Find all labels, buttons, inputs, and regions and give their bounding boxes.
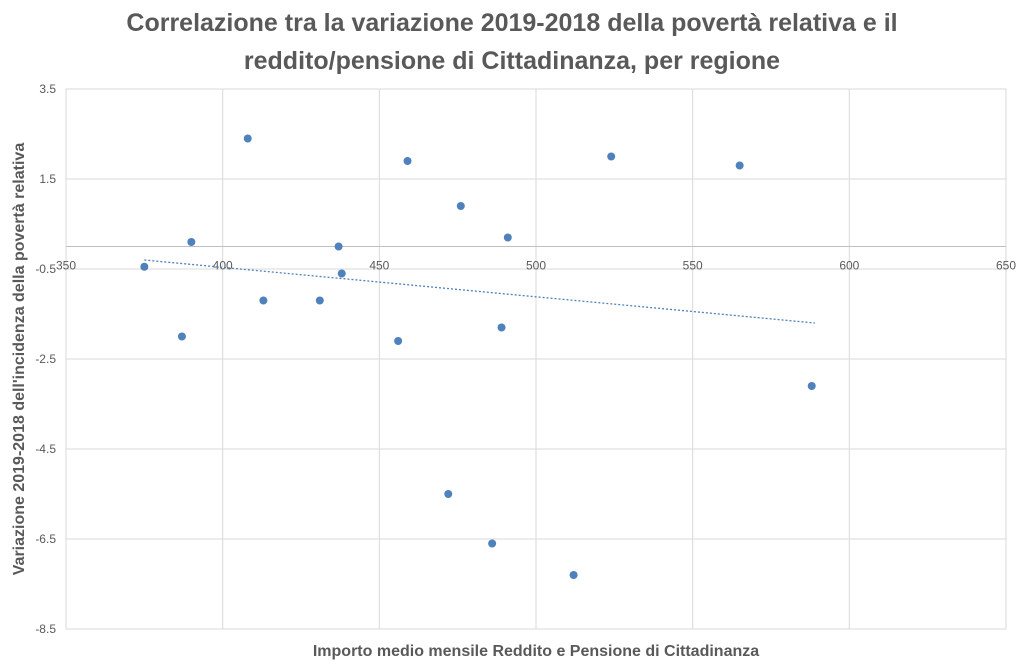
x-tick-label: 500: [526, 259, 546, 273]
y-tick-label: -2.5: [35, 352, 56, 366]
data-point: [497, 323, 506, 332]
data-point: [337, 269, 346, 278]
x-tick-label: 550: [683, 259, 703, 273]
data-points: [140, 134, 816, 579]
x-tick-label: 450: [369, 259, 389, 273]
chart-title-line-2: reddito/pensione di Cittadinanza, per re…: [243, 47, 781, 75]
y-tick-label: -8.5: [35, 622, 56, 636]
data-point: [488, 539, 497, 548]
chart-title-line-1: Correlazione tra la variazione 2019-2018…: [126, 9, 898, 37]
y-axis-ticks: 3.5 1.5 -0.5 -2.5 -4.5 -6.5 -8.5: [35, 82, 56, 636]
data-point: [243, 134, 252, 143]
data-point: [456, 202, 465, 210]
data-point: [187, 238, 196, 246]
y-axis-title: Variazione 2019-2018 dell'incidenza dell…: [11, 143, 28, 576]
data-point: [403, 157, 412, 165]
gridlines: [65, 88, 1007, 630]
data-point: [259, 296, 268, 305]
x-axis-ticks: 350 400 450 500 550 600 650: [56, 259, 1016, 273]
chart-title: Correlazione tra la variazione 2019-2018…: [0, 4, 1024, 80]
data-point: [607, 152, 616, 161]
data-point: [177, 332, 186, 341]
data-point: [503, 233, 512, 242]
y-tick-label: -0.5: [35, 262, 56, 276]
y-tick-label: 1.5: [39, 172, 56, 186]
x-tick-label: 400: [213, 259, 233, 273]
x-tick-label: 650: [996, 259, 1016, 273]
data-point: [444, 490, 453, 498]
trendline: [144, 259, 815, 324]
data-point: [334, 242, 343, 251]
y-tick-label: -4.5: [35, 442, 56, 456]
data-point: [569, 571, 578, 579]
y-tick-label: -6.5: [35, 532, 56, 546]
data-point: [807, 382, 816, 390]
data-point: [394, 337, 403, 345]
y-tick-label: 3.5: [39, 82, 56, 96]
data-point: [735, 161, 744, 170]
x-tick-label: 350: [56, 259, 76, 273]
x-axis-title: Importo medio mensile Reddito e Pensione…: [313, 643, 759, 660]
x-tick-label: 600: [839, 259, 859, 273]
data-point: [315, 296, 324, 305]
data-point: [140, 262, 149, 271]
